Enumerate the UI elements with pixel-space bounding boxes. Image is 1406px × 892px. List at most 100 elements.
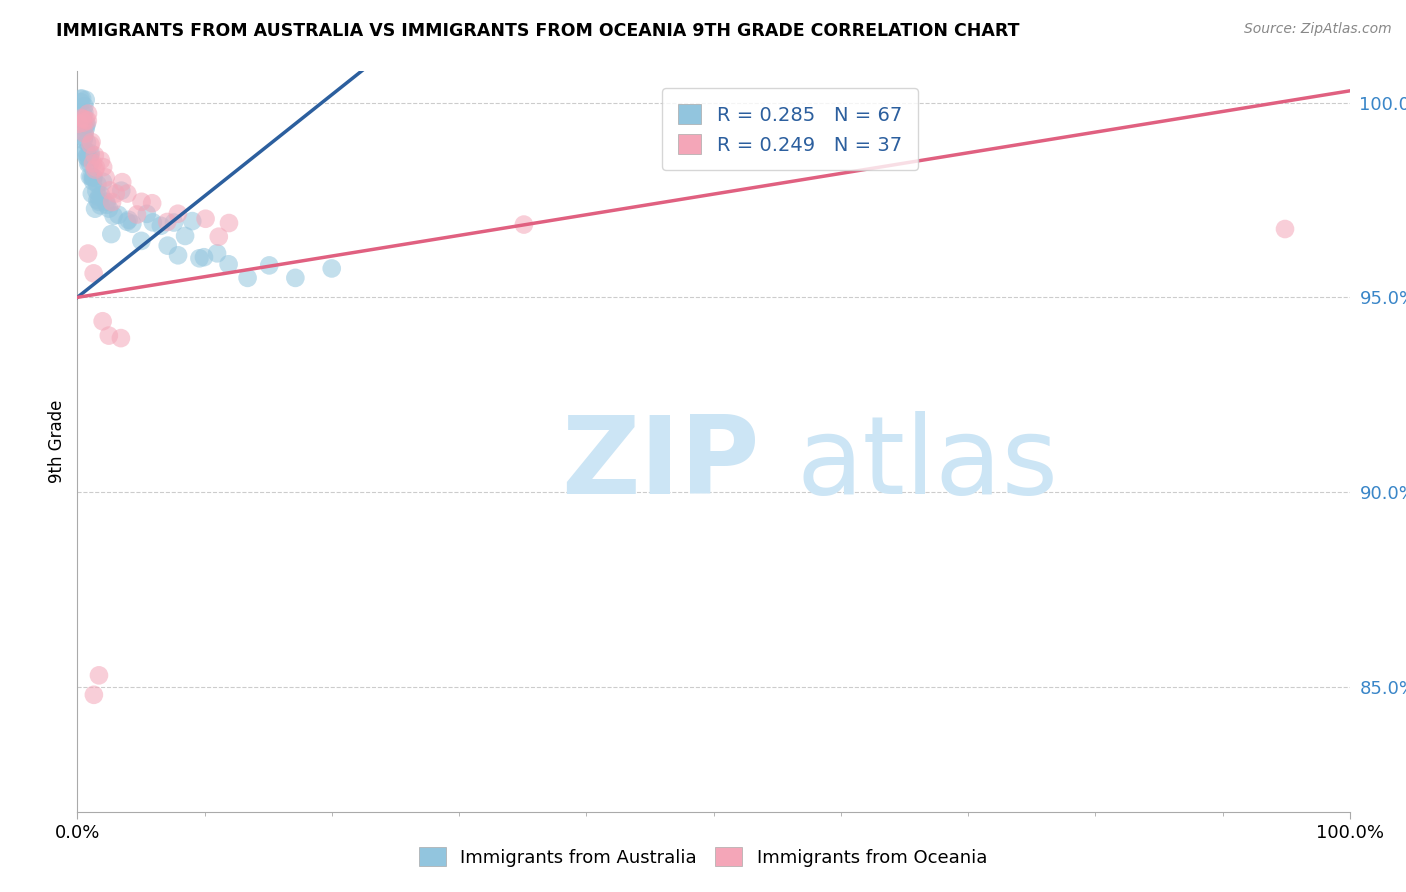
Point	[101, 195, 124, 210]
Point	[76, 150, 98, 164]
Point	[156, 215, 179, 229]
Point	[118, 212, 141, 227]
Point	[76, 117, 98, 131]
Point	[84, 161, 107, 175]
Point	[96, 198, 118, 212]
Legend: R = 0.285   N = 67, R = 0.249   N = 37: R = 0.285 N = 67, R = 0.249 N = 37	[662, 88, 918, 170]
Point	[156, 238, 179, 252]
Point	[91, 160, 114, 174]
Point	[82, 174, 104, 188]
Point	[73, 99, 96, 113]
Point	[98, 202, 121, 216]
Point	[321, 261, 343, 276]
Point	[131, 194, 153, 209]
Text: Source: ZipAtlas.com: Source: ZipAtlas.com	[1244, 22, 1392, 37]
Point	[75, 145, 97, 159]
Point	[141, 196, 163, 211]
Point	[90, 153, 112, 168]
Point	[84, 202, 107, 216]
Point	[75, 118, 97, 132]
Point	[87, 668, 110, 682]
Point	[79, 156, 101, 170]
Text: IMMIGRANTS FROM AUSTRALIA VS IMMIGRANTS FROM OCEANIA 9TH GRADE CORRELATION CHART: IMMIGRANTS FROM AUSTRALIA VS IMMIGRANTS …	[56, 22, 1019, 40]
Point	[94, 170, 117, 185]
Point	[98, 183, 121, 197]
Point	[83, 148, 105, 162]
Point	[193, 250, 215, 264]
Point	[111, 175, 134, 189]
Point	[75, 121, 97, 136]
Point	[70, 92, 93, 106]
Point	[135, 207, 157, 221]
Point	[97, 328, 120, 343]
Point	[167, 248, 190, 262]
Point	[149, 219, 172, 233]
Point	[83, 266, 105, 280]
Point	[72, 112, 94, 126]
Legend: Immigrants from Australia, Immigrants from Oceania: Immigrants from Australia, Immigrants fr…	[412, 840, 994, 874]
Point	[76, 113, 98, 128]
Point	[167, 207, 190, 221]
Point	[87, 194, 110, 209]
Point	[131, 234, 153, 248]
Point	[236, 271, 259, 285]
Point	[75, 93, 97, 107]
Point	[75, 113, 97, 128]
Point	[110, 331, 132, 345]
Point	[163, 215, 186, 229]
Point	[115, 215, 138, 229]
Point	[73, 130, 96, 145]
Text: atlas: atlas	[796, 410, 1059, 516]
Point	[77, 152, 100, 166]
Point	[1274, 222, 1296, 236]
Point	[70, 95, 93, 110]
Point	[69, 92, 91, 106]
Point	[83, 169, 105, 184]
Point	[86, 178, 108, 192]
Point	[86, 193, 108, 207]
Point	[257, 259, 280, 273]
Point	[83, 688, 105, 702]
Point	[73, 145, 96, 160]
Point	[90, 188, 112, 202]
Point	[80, 135, 103, 149]
Point	[79, 146, 101, 161]
Point	[218, 257, 240, 271]
Point	[181, 214, 204, 228]
Point	[73, 133, 96, 147]
Point	[142, 215, 165, 229]
Point	[91, 314, 114, 328]
Point	[79, 169, 101, 184]
Point	[208, 229, 231, 244]
Point	[100, 227, 122, 241]
Point	[89, 198, 111, 212]
Point	[79, 151, 101, 165]
Point	[82, 156, 104, 170]
Point	[117, 186, 139, 201]
Point	[121, 217, 143, 231]
Point	[76, 136, 98, 150]
Point	[194, 211, 217, 226]
Point	[110, 184, 132, 198]
Point	[83, 162, 105, 177]
Point	[91, 175, 114, 189]
Point	[73, 105, 96, 120]
Text: ZIP: ZIP	[561, 410, 759, 516]
Point	[77, 157, 100, 171]
Point	[73, 126, 96, 140]
Point	[188, 252, 211, 266]
Point	[96, 194, 118, 209]
Point	[72, 116, 94, 130]
Point	[104, 186, 127, 201]
Point	[77, 106, 100, 120]
Point	[107, 208, 129, 222]
Point	[86, 184, 108, 198]
Point	[67, 117, 90, 131]
Point	[76, 148, 98, 162]
Point	[103, 209, 125, 223]
Point	[174, 229, 197, 244]
Point	[284, 271, 307, 285]
Point	[73, 127, 96, 141]
Point	[125, 207, 148, 221]
Point	[218, 216, 240, 230]
